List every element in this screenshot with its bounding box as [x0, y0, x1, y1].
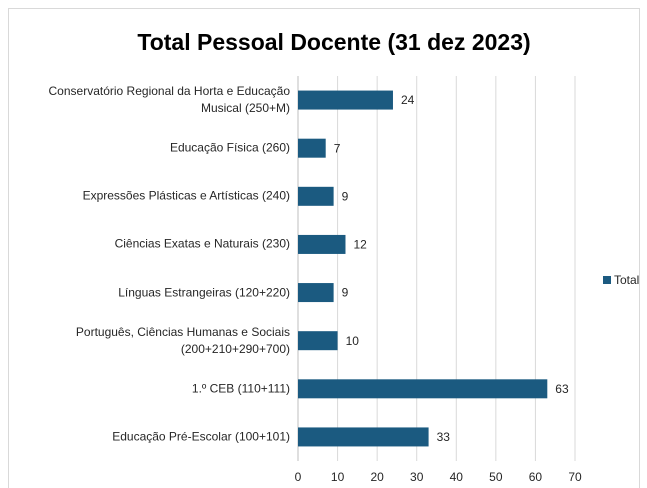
data-label: 33 [437, 430, 451, 444]
data-label: 63 [555, 382, 569, 396]
data-label: 9 [342, 286, 349, 300]
x-tick-label: 30 [410, 470, 424, 484]
chart-title: Total Pessoal Docente (31 dez 2023) [137, 29, 530, 55]
data-label: 10 [346, 334, 360, 348]
x-tick-label: 70 [568, 470, 582, 484]
y-tick-label: 1.º CEB (110+111) [191, 381, 290, 396]
x-tick-label: 50 [489, 470, 503, 484]
x-tick-label: 40 [450, 470, 464, 484]
bar [298, 138, 326, 158]
y-tick-label: Educação Pré-Escolar (100+101) [112, 429, 290, 444]
bar [298, 283, 334, 303]
bar [298, 427, 429, 447]
legend-label: Total [614, 273, 639, 287]
legend-swatch [603, 276, 611, 284]
x-tick-label: 60 [529, 470, 543, 484]
category-labels: Conservatório Regional da Horta e Educaç… [0, 0, 290, 488]
bar [298, 90, 393, 110]
data-label: 24 [401, 93, 415, 107]
y-tick-label: Expressões Plásticas e Artísticas (240) [82, 188, 290, 203]
chart-border [8, 8, 640, 488]
x-tick-label: 0 [295, 470, 302, 484]
y-tick-label: Ciências Exatas e Naturais (230) [114, 236, 290, 251]
bar [298, 379, 548, 399]
data-label: 12 [353, 238, 367, 252]
y-tick-label: Português, Ciências Humanas e Sociais (2… [75, 324, 290, 356]
y-tick-label: Educação Física (260) [169, 140, 290, 155]
bar [298, 331, 338, 351]
y-tick-label: Conservatório Regional da Horta e Educaç… [48, 84, 290, 116]
data-label: 9 [342, 189, 349, 203]
bar [298, 186, 334, 206]
data-label: 7 [334, 141, 341, 155]
y-tick-label: Línguas Estrangeiras (120+220) [118, 285, 290, 300]
x-tick-label: 10 [331, 470, 345, 484]
x-tick-label: 20 [370, 470, 384, 484]
bar [298, 234, 346, 254]
